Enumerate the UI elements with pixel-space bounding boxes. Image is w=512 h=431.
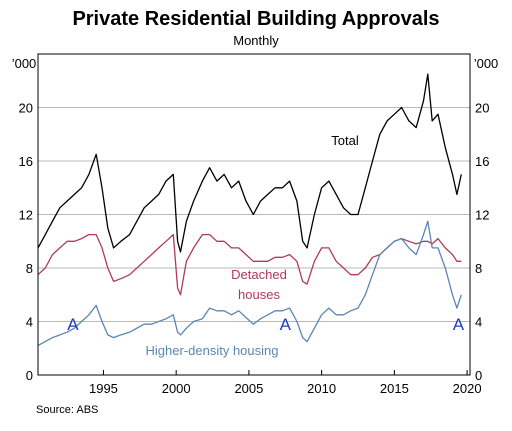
series-line-2: [37, 220, 462, 347]
annotation-marker: A: [280, 315, 292, 334]
x-axis-ticks: 1995 2000 2005 2010 2015 2020: [89, 370, 482, 396]
y-tick-label-right: 20: [475, 101, 489, 116]
source-note: Source: ABS: [36, 404, 98, 416]
chart-title: Private Residential Building Approvals: [72, 8, 439, 30]
y-tick-label-left: 12: [19, 208, 33, 223]
x-tick-label: 2015: [380, 381, 409, 396]
series-line-0: [37, 73, 462, 253]
y-tick-label-right: 4: [475, 315, 482, 330]
unit-label-left: ’000: [12, 56, 37, 71]
x-tick-label: 2005: [234, 381, 263, 396]
label-total: Total: [331, 133, 359, 148]
y-axis-ticks: 0 0 4 4 8 8 12 12 16 16 20 20: [19, 101, 490, 384]
y-tick-label-right: 16: [475, 154, 489, 169]
y-tick-label-right: 12: [475, 208, 489, 223]
x-tick-label: 2020: [453, 381, 482, 396]
label-detached-line2: houses: [238, 287, 280, 302]
label-detached-line1: Detached: [231, 267, 287, 282]
annotation-marker: A: [67, 315, 79, 334]
plot-frame: [37, 53, 471, 376]
y-tick-label-left: 20: [19, 101, 33, 116]
y-tick-label-left: 8: [26, 261, 33, 276]
series-line-1: [37, 233, 462, 296]
y-tick-label-left: 0: [26, 368, 33, 383]
y-tick-label-right: 8: [475, 261, 482, 276]
x-tick-label: 2010: [307, 381, 336, 396]
chart-subtitle: Monthly: [233, 33, 279, 48]
y-tick-label-left: 4: [26, 315, 33, 330]
y-tick-label-left: 16: [19, 154, 33, 169]
x-tick-label: 2000: [162, 381, 191, 396]
unit-label-right: ’000: [474, 56, 499, 71]
label-higher-density: Higher-density housing: [146, 343, 279, 358]
annotation-marker: A: [453, 315, 465, 334]
x-tick-label: 1995: [89, 381, 118, 396]
y-tick-label-right: 0: [475, 368, 482, 383]
series-lines: [37, 73, 462, 347]
